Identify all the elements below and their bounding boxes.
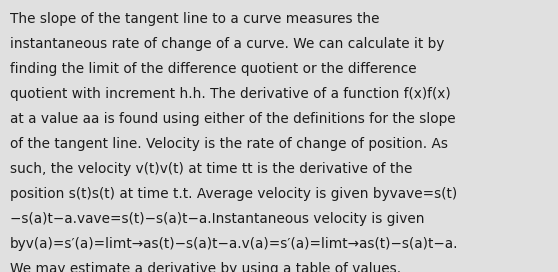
Text: at a value aa is found using either of the definitions for the slope: at a value aa is found using either of t… — [10, 112, 456, 126]
Text: such, the velocity v(t)v(t) at time tt is the derivative of the: such, the velocity v(t)v(t) at time tt i… — [10, 162, 412, 176]
Text: We may estimate a derivative by using a table of values.: We may estimate a derivative by using a … — [10, 262, 401, 272]
Text: The slope of the tangent line to a curve measures the: The slope of the tangent line to a curve… — [10, 12, 379, 26]
Text: −s(a)t−a.vave=s(t)−s(a)t−a.Instantaneous velocity is given: −s(a)t−a.vave=s(t)−s(a)t−a.Instantaneous… — [10, 212, 425, 226]
Text: finding the limit of the difference quotient or the difference: finding the limit of the difference quot… — [10, 62, 417, 76]
Text: instantaneous rate of change of a curve. We can calculate it by: instantaneous rate of change of a curve.… — [10, 37, 444, 51]
Text: byv(a)=s′(a)=limt→as(t)−s(a)t−a.v(a)=s′(a)=limt→as(t)−s(a)t−a.: byv(a)=s′(a)=limt→as(t)−s(a)t−a.v(a)=s′(… — [10, 237, 459, 251]
Text: quotient with increment h.h. The derivative of a function f(x)f(x): quotient with increment h.h. The derivat… — [10, 87, 451, 101]
Text: position s(t)s(t) at time t.t. Average velocity is given byvave=s(t): position s(t)s(t) at time t.t. Average v… — [10, 187, 458, 201]
Text: of the tangent line. Velocity is the rate of change of position. As: of the tangent line. Velocity is the rat… — [10, 137, 448, 151]
